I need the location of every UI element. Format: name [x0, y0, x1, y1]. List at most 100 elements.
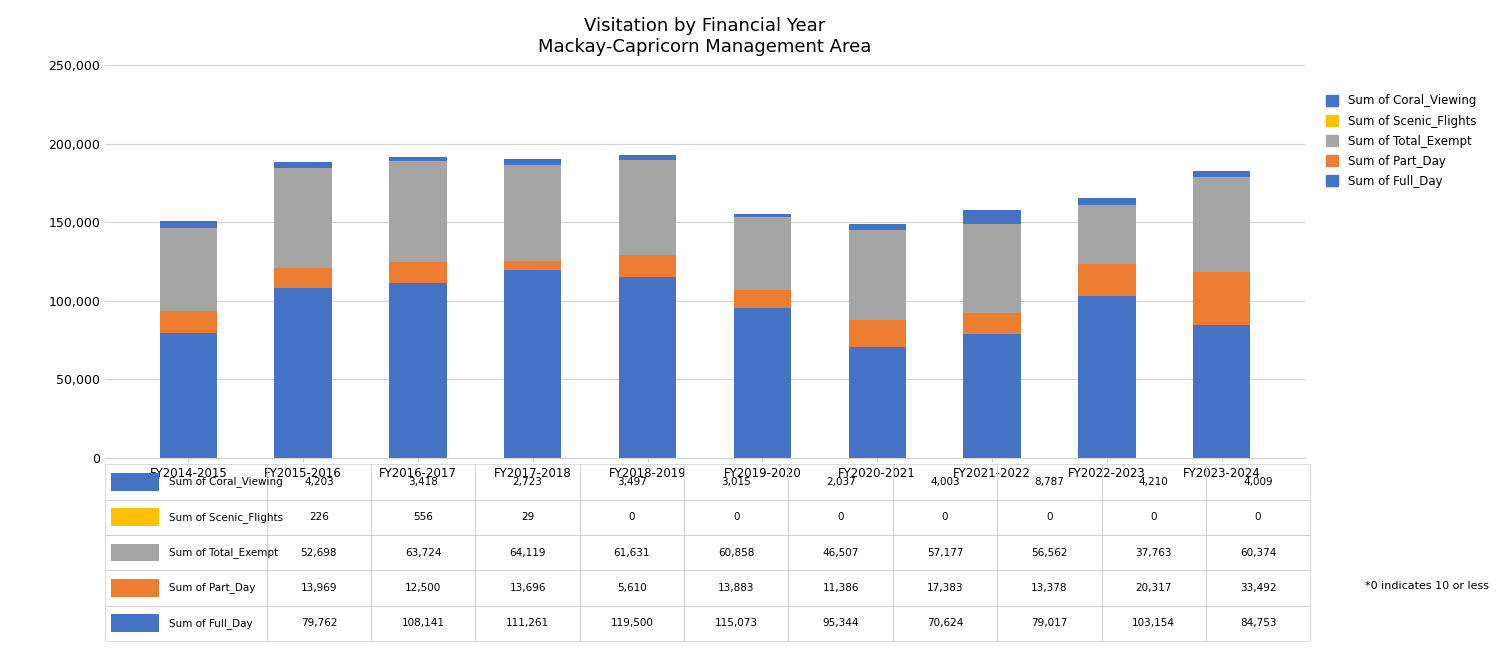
Bar — [159, 311, 218, 333]
Text: 33,492: 33,492 — [1240, 583, 1276, 593]
Text: 111,261: 111,261 — [506, 618, 549, 628]
Text: 20,317: 20,317 — [1136, 583, 1172, 593]
Bar — [734, 214, 790, 217]
Bar — [789, 464, 892, 500]
Text: 13,696: 13,696 — [510, 583, 546, 593]
Text: 60,858: 60,858 — [718, 547, 754, 558]
Bar — [998, 500, 1101, 535]
Bar — [963, 334, 1022, 458]
Text: *0 indicates 10 or less: *0 indicates 10 or less — [1365, 581, 1490, 591]
Text: 61,631: 61,631 — [614, 547, 650, 558]
Text: 63,724: 63,724 — [405, 547, 441, 558]
Bar — [1101, 500, 1206, 535]
Bar — [1206, 570, 1310, 606]
Bar — [267, 500, 370, 535]
Bar — [580, 570, 684, 606]
Text: 115,073: 115,073 — [716, 618, 758, 628]
Bar — [620, 277, 676, 458]
Bar — [849, 347, 906, 458]
Bar — [734, 308, 790, 458]
Bar — [963, 210, 1022, 224]
Text: 79,017: 79,017 — [1030, 618, 1068, 628]
Bar — [274, 162, 332, 167]
Bar — [1192, 325, 1251, 458]
Bar — [111, 473, 159, 490]
Bar — [849, 224, 906, 230]
Text: 79,762: 79,762 — [300, 618, 338, 628]
Text: 3,497: 3,497 — [616, 477, 646, 487]
Bar — [963, 224, 1022, 313]
Bar — [849, 320, 906, 347]
Text: 95,344: 95,344 — [822, 618, 860, 628]
Text: 103,154: 103,154 — [1132, 618, 1174, 628]
Bar — [1078, 296, 1136, 458]
Text: 0: 0 — [1046, 512, 1053, 523]
Text: 2,037: 2,037 — [827, 477, 855, 487]
Bar — [734, 217, 790, 290]
Bar — [684, 500, 789, 535]
Text: 8,787: 8,787 — [1035, 477, 1065, 487]
Legend: Sum of Coral_Viewing, Sum of Scenic_Flights, Sum of Total_Exempt, Sum of Part_Da: Sum of Coral_Viewing, Sum of Scenic_Flig… — [1323, 91, 1479, 192]
Bar — [388, 161, 447, 262]
Bar — [504, 165, 561, 262]
Bar — [267, 464, 370, 500]
Bar — [105, 535, 267, 570]
Text: 4,009: 4,009 — [1244, 477, 1274, 487]
Bar — [1206, 535, 1310, 570]
Bar — [789, 500, 892, 535]
Text: 11,386: 11,386 — [822, 583, 860, 593]
Text: 64,119: 64,119 — [510, 547, 546, 558]
Bar — [892, 570, 998, 606]
Bar — [684, 535, 789, 570]
Bar — [789, 570, 892, 606]
Bar — [580, 464, 684, 500]
Text: Sum of Scenic_Flights: Sum of Scenic_Flights — [168, 512, 282, 523]
Text: 46,507: 46,507 — [822, 547, 860, 558]
Bar — [1192, 177, 1251, 272]
Bar — [892, 464, 998, 500]
Bar — [620, 256, 676, 277]
Bar — [504, 262, 561, 270]
Bar — [1101, 570, 1206, 606]
Bar — [370, 570, 476, 606]
Text: 13,378: 13,378 — [1030, 583, 1068, 593]
Text: 37,763: 37,763 — [1136, 547, 1172, 558]
Text: 60,374: 60,374 — [1240, 547, 1276, 558]
Bar — [267, 570, 370, 606]
Bar — [388, 283, 447, 458]
Text: 57,177: 57,177 — [927, 547, 963, 558]
Bar — [476, 535, 580, 570]
Bar — [1078, 264, 1136, 296]
Bar — [734, 290, 790, 308]
Bar — [620, 160, 676, 256]
Bar — [580, 500, 684, 535]
Text: Sum of Coral_Viewing: Sum of Coral_Viewing — [168, 477, 282, 487]
Text: 119,500: 119,500 — [610, 618, 654, 628]
Text: Sum of Total_Exempt: Sum of Total_Exempt — [168, 547, 278, 558]
Bar — [998, 464, 1101, 500]
Bar — [1206, 606, 1310, 641]
Bar — [998, 606, 1101, 641]
Text: 12,500: 12,500 — [405, 583, 441, 593]
Bar — [892, 535, 998, 570]
Bar — [998, 570, 1101, 606]
Bar — [892, 606, 998, 641]
Text: 0: 0 — [734, 512, 740, 523]
Bar — [849, 230, 906, 320]
Bar — [159, 228, 218, 311]
Bar — [476, 500, 580, 535]
Text: 3,015: 3,015 — [722, 477, 752, 487]
Bar — [274, 167, 332, 169]
Bar — [580, 606, 684, 641]
Bar — [1206, 464, 1310, 500]
Bar — [274, 268, 332, 288]
Bar — [789, 606, 892, 641]
Text: 0: 0 — [942, 512, 948, 523]
Bar — [267, 535, 370, 570]
Text: 17,383: 17,383 — [927, 583, 963, 593]
Bar — [1206, 500, 1310, 535]
Bar — [1192, 171, 1251, 177]
Bar — [684, 570, 789, 606]
Text: 556: 556 — [414, 512, 434, 523]
Text: 56,562: 56,562 — [1030, 547, 1068, 558]
